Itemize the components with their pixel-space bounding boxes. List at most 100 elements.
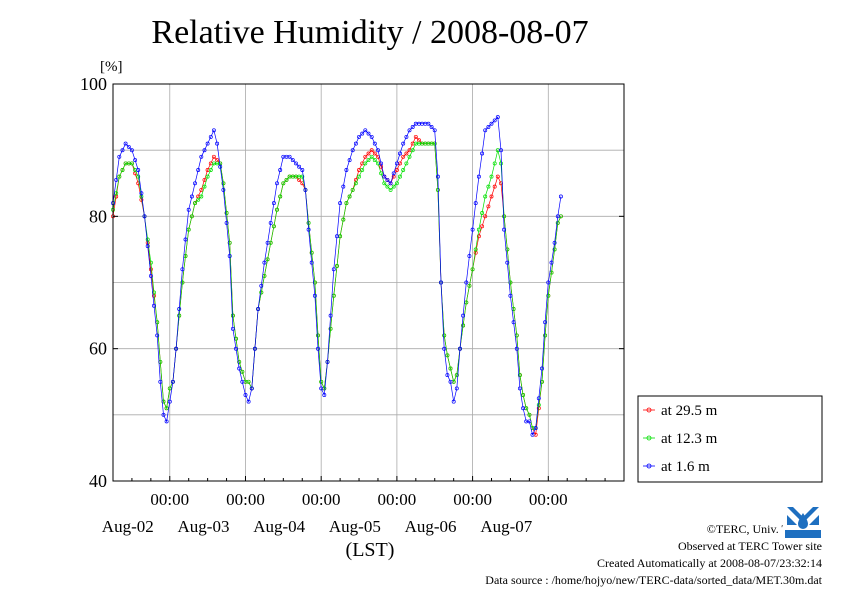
data-point <box>325 359 330 364</box>
data-point <box>495 115 500 120</box>
data-point <box>284 177 289 182</box>
data-point <box>388 181 393 186</box>
legend-label: at 29.5 m <box>661 403 718 419</box>
data-point <box>470 267 475 272</box>
data-point <box>234 346 238 351</box>
data-point <box>363 161 368 166</box>
data-point <box>306 220 311 225</box>
data-point <box>205 174 210 179</box>
data-point <box>281 181 286 186</box>
data-point <box>404 151 409 156</box>
series-group <box>111 115 563 437</box>
data-point <box>164 406 169 411</box>
data-point <box>208 168 213 172</box>
data-point <box>398 174 402 179</box>
data-point <box>221 181 226 186</box>
data-point <box>208 134 213 139</box>
data-point <box>129 161 134 166</box>
data-point <box>492 118 497 123</box>
data-point <box>391 171 396 176</box>
data-point <box>177 313 182 318</box>
data-point <box>505 260 510 265</box>
plot-frame <box>112 83 625 482</box>
data-point <box>158 379 163 384</box>
data-point <box>180 280 185 285</box>
data-point <box>461 313 466 318</box>
data-point <box>196 197 201 202</box>
series-line <box>112 143 562 429</box>
x-tick-time: 00:00 <box>150 490 189 509</box>
data-point <box>517 373 522 378</box>
data-point <box>366 151 371 156</box>
data-point <box>382 181 387 186</box>
data-point <box>120 168 125 172</box>
x-tick-time: 00:00 <box>529 490 568 509</box>
data-point <box>385 177 390 182</box>
data-point <box>297 164 302 169</box>
data-point <box>448 379 453 384</box>
data-point <box>533 426 538 431</box>
data-point <box>309 250 314 255</box>
x-tick-time: 00:00 <box>302 490 341 509</box>
data-point <box>429 125 434 129</box>
data-point <box>186 207 191 212</box>
data-point <box>259 290 264 295</box>
y-tick-label: 60 <box>89 339 107 359</box>
data-point <box>369 154 374 159</box>
data-point <box>117 174 122 179</box>
data-point <box>148 273 153 278</box>
x-tick-date: Aug-02 <box>102 517 154 536</box>
y-tick-label: 100 <box>80 74 107 94</box>
data-point <box>540 366 544 371</box>
data-point <box>401 154 406 159</box>
data-point <box>360 168 365 172</box>
data-point <box>458 346 462 351</box>
data-point <box>394 161 399 166</box>
data-point <box>480 224 485 229</box>
data-point <box>454 373 459 378</box>
data-point <box>461 323 466 328</box>
data-point <box>294 161 298 166</box>
data-point <box>193 201 197 206</box>
data-point <box>495 174 500 179</box>
data-point <box>442 333 447 338</box>
data-point <box>265 240 270 245</box>
data-point <box>473 247 478 252</box>
data-point <box>464 280 469 285</box>
data-point <box>521 406 526 411</box>
data-point <box>442 346 447 351</box>
data-point <box>555 214 560 219</box>
data-point <box>189 194 194 199</box>
data-point <box>227 254 232 258</box>
data-point <box>338 201 343 206</box>
data-point <box>278 194 283 199</box>
data-point <box>275 181 279 186</box>
data-point <box>476 234 481 239</box>
data-point <box>328 313 333 318</box>
data-point <box>199 194 204 199</box>
data-point <box>224 211 229 215</box>
chart-title: Relative Humidity / 2008-08-07 <box>151 14 589 51</box>
data-point <box>536 402 541 407</box>
data-point <box>309 260 314 265</box>
data-point <box>202 148 207 153</box>
data-point <box>435 174 440 179</box>
data-point <box>237 359 242 364</box>
data-point <box>372 141 377 146</box>
data-point <box>155 333 160 338</box>
data-point <box>322 393 327 397</box>
data-point <box>319 379 324 384</box>
data-point <box>410 125 415 129</box>
credit-source: Data source : /home/hojyo/new/TERC-data/… <box>485 573 822 587</box>
data-point <box>221 187 226 192</box>
data-point <box>467 254 472 258</box>
data-point <box>136 168 141 172</box>
data-point <box>167 386 172 391</box>
data-point <box>199 154 204 159</box>
terc-logo <box>783 503 823 539</box>
data-point <box>341 217 346 222</box>
data-point <box>543 333 548 338</box>
data-point <box>499 161 503 166</box>
data-point <box>126 144 131 149</box>
x-tick-date: Aug-07 <box>480 517 532 536</box>
